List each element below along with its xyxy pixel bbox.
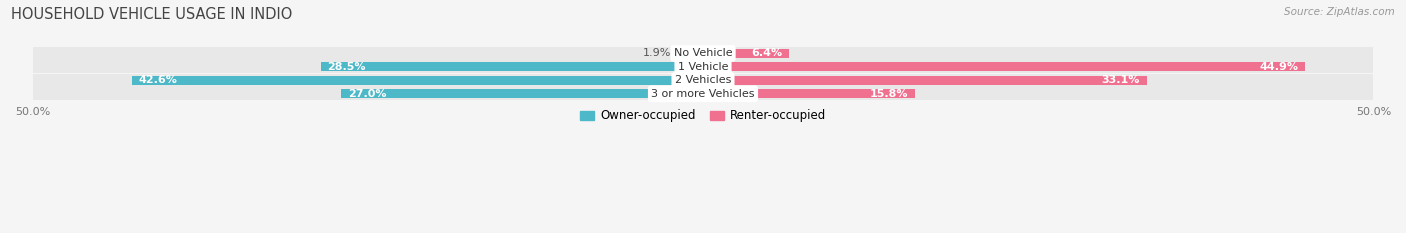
Text: 6.4%: 6.4% (751, 48, 782, 58)
Text: 1 Vehicle: 1 Vehicle (678, 62, 728, 72)
Bar (342, 89, 703, 98)
Text: Source: ZipAtlas.com: Source: ZipAtlas.com (1284, 7, 1395, 17)
Bar (703, 89, 915, 98)
Bar (678, 49, 703, 58)
Text: 1.9%: 1.9% (643, 48, 671, 58)
Text: 33.1%: 33.1% (1102, 75, 1140, 85)
Bar (32, 47, 1374, 60)
Bar (32, 87, 1374, 100)
Bar (703, 49, 789, 58)
Text: 44.9%: 44.9% (1260, 62, 1298, 72)
Bar (32, 60, 1374, 73)
Text: HOUSEHOLD VEHICLE USAGE IN INDIO: HOUSEHOLD VEHICLE USAGE IN INDIO (11, 7, 292, 22)
Text: 28.5%: 28.5% (328, 62, 366, 72)
Text: 3 or more Vehicles: 3 or more Vehicles (651, 89, 755, 99)
Text: 42.6%: 42.6% (139, 75, 177, 85)
Text: 27.0%: 27.0% (347, 89, 387, 99)
Legend: Owner-occupied, Renter-occupied: Owner-occupied, Renter-occupied (575, 105, 831, 127)
Bar (703, 62, 1305, 71)
Bar (32, 74, 1374, 87)
Text: No Vehicle: No Vehicle (673, 48, 733, 58)
Bar (321, 62, 703, 71)
Text: 2 Vehicles: 2 Vehicles (675, 75, 731, 85)
Text: 15.8%: 15.8% (870, 89, 908, 99)
Bar (703, 76, 1147, 85)
Bar (132, 76, 703, 85)
